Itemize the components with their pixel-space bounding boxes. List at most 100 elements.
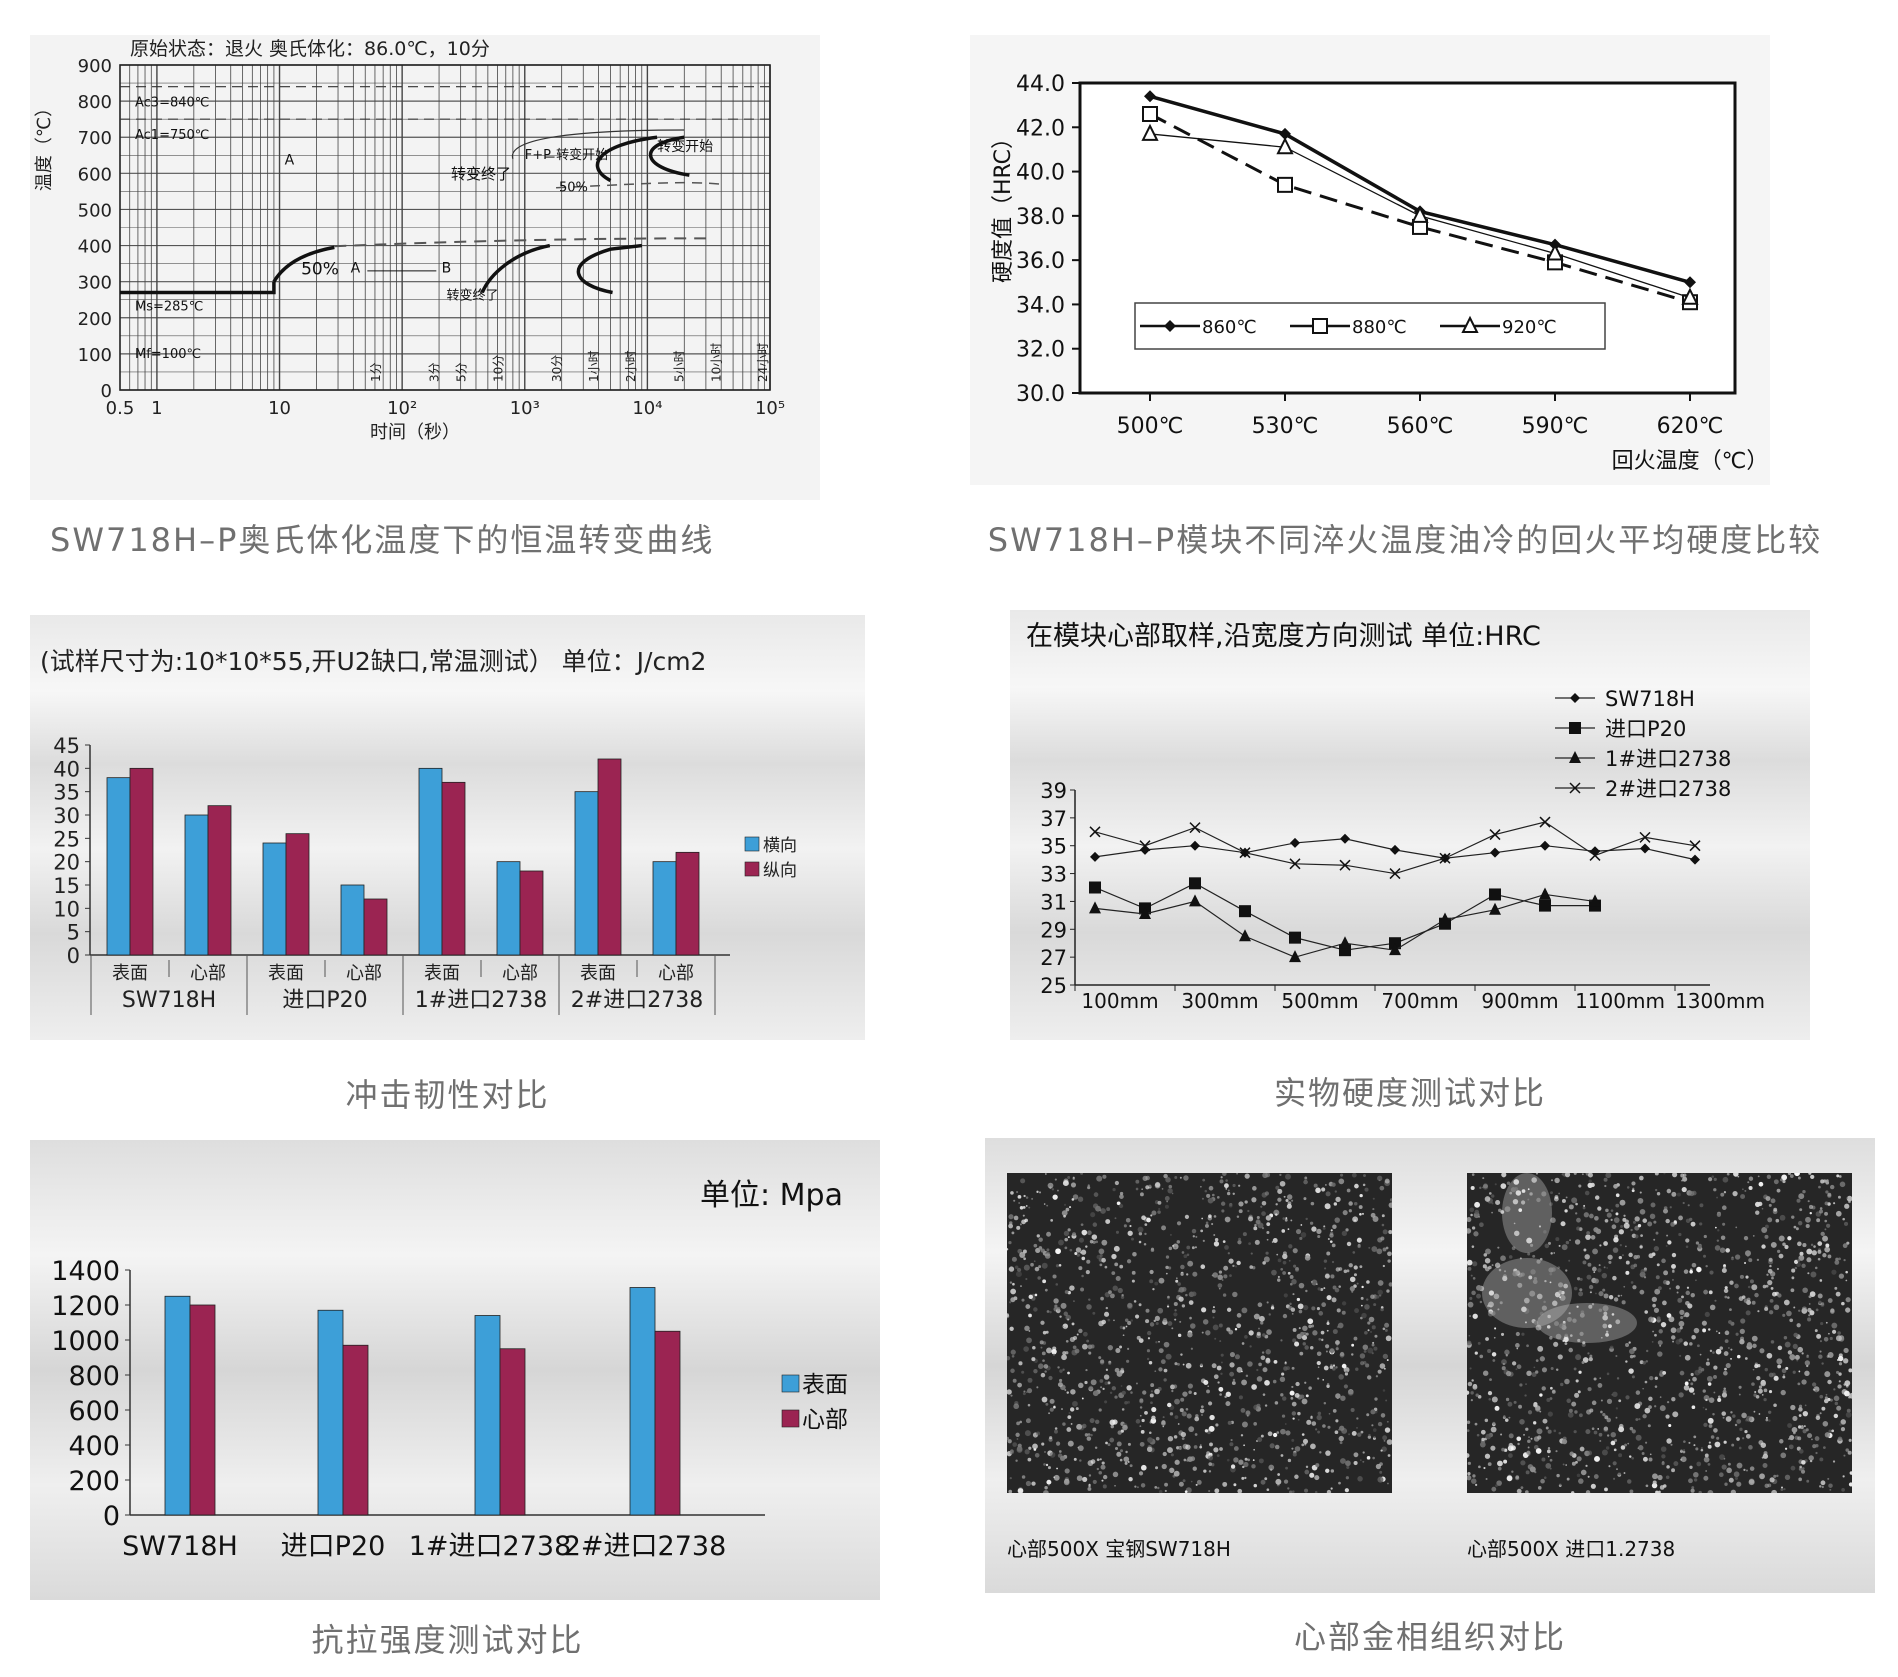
micro-grain — [1104, 1381, 1109, 1386]
micro-grain — [1292, 1338, 1297, 1343]
hardness-marker-triangle — [1389, 943, 1401, 956]
micro-grain — [1478, 1465, 1481, 1469]
micro-grain — [1784, 1244, 1789, 1250]
micro-grain — [1478, 1215, 1481, 1218]
micro-grain — [1041, 1442, 1045, 1446]
micro-grain — [1221, 1361, 1223, 1364]
micro-grain — [1147, 1337, 1151, 1340]
micro-grain — [1751, 1335, 1758, 1342]
micro-grain — [1714, 1245, 1721, 1251]
micro-grain — [1022, 1205, 1026, 1209]
micro-grain — [1809, 1291, 1816, 1298]
micro-grain — [1136, 1486, 1139, 1489]
micro-grain — [1076, 1423, 1083, 1430]
micro-grain — [1533, 1402, 1538, 1408]
hardness-chart: 在模块心部取样,沿宽度方向测试 单位:HRC252729313335373910… — [1026, 621, 1765, 1013]
micro-grain — [1251, 1464, 1256, 1469]
micro-grain — [1049, 1310, 1052, 1314]
micro-grain — [1209, 1442, 1213, 1447]
micro-grain — [1087, 1186, 1091, 1190]
hardness-x-tick: 100mm — [1081, 989, 1158, 1013]
micro-grain — [1603, 1293, 1609, 1299]
micro-grain — [1102, 1484, 1107, 1489]
micro-grain — [1039, 1191, 1042, 1194]
micro-grain — [1759, 1348, 1765, 1354]
micro-grain — [1471, 1379, 1474, 1382]
micro-grain — [1025, 1418, 1031, 1424]
micro-grain — [1571, 1461, 1576, 1466]
micro-grain — [1555, 1237, 1560, 1242]
micro-grain — [1362, 1212, 1364, 1215]
micro-grain — [1377, 1369, 1382, 1374]
micro-grain — [1065, 1314, 1071, 1321]
micro-grain — [1387, 1482, 1389, 1485]
micro-grain — [1301, 1398, 1308, 1405]
micro-grain — [1727, 1296, 1730, 1299]
micro-grain — [1837, 1436, 1843, 1442]
micro-grain — [1690, 1488, 1695, 1493]
impact-bar-transverse — [262, 842, 287, 956]
micro-grain — [1382, 1353, 1388, 1359]
micro-grain — [1672, 1411, 1679, 1418]
micro-grain — [1588, 1357, 1593, 1362]
micro-grain — [1820, 1321, 1824, 1326]
micro-grain — [1375, 1463, 1382, 1470]
micro-grain — [1666, 1188, 1672, 1194]
micro-grain — [1302, 1438, 1309, 1444]
micro-grain — [1189, 1316, 1192, 1320]
micro-grain — [1090, 1379, 1097, 1386]
micro-grain — [1281, 1414, 1286, 1418]
micro-grain — [1545, 1426, 1549, 1430]
micro-grain — [1716, 1196, 1718, 1199]
micro-grain — [1207, 1385, 1210, 1388]
micro-grain — [1161, 1188, 1164, 1190]
micro-grain — [1380, 1236, 1385, 1241]
micro-grain — [1508, 1453, 1513, 1458]
micro-grain — [1683, 1173, 1687, 1177]
temper-x-tick: 620℃ — [1657, 414, 1724, 439]
hardness-marker-square — [1539, 899, 1551, 912]
micro-grain — [1647, 1424, 1651, 1428]
micro-grain — [1289, 1390, 1295, 1396]
micro-grain — [1180, 1431, 1187, 1438]
micro-grain — [1062, 1368, 1065, 1371]
micro-grain — [1708, 1177, 1713, 1182]
micro-grain — [1214, 1238, 1219, 1242]
micro-grain — [1753, 1393, 1757, 1397]
micro-grain — [1610, 1431, 1616, 1438]
micro-grain — [1537, 1486, 1542, 1490]
micro-grain — [1703, 1289, 1709, 1295]
micro-grain — [1017, 1488, 1024, 1494]
micro-grain — [1601, 1272, 1608, 1279]
micro-grain — [1544, 1279, 1547, 1283]
micro-grain — [1817, 1257, 1821, 1261]
micro-grain — [1016, 1421, 1020, 1426]
micro-grain — [1330, 1487, 1333, 1490]
micro-grain — [1802, 1410, 1809, 1417]
micro-grain — [1382, 1435, 1388, 1441]
micro-grain — [1797, 1346, 1804, 1353]
micro-grain — [1541, 1367, 1548, 1373]
micro-grain — [1384, 1178, 1390, 1184]
micro-grain — [1828, 1483, 1833, 1488]
micro-grain — [1099, 1379, 1104, 1383]
micro-grain — [1066, 1427, 1072, 1432]
micro-grain — [1829, 1184, 1835, 1190]
micro-grain — [1264, 1477, 1268, 1481]
micro-grain — [1334, 1430, 1339, 1435]
micro-grain — [1638, 1445, 1644, 1451]
micro-grain — [1154, 1370, 1157, 1373]
micro-grain — [1693, 1327, 1700, 1334]
hardness-marker-x — [1389, 868, 1401, 880]
micro-grain — [1723, 1440, 1727, 1444]
micro-grain — [1098, 1408, 1102, 1412]
micro-grain — [1179, 1408, 1184, 1413]
micro-grain — [1690, 1221, 1696, 1227]
micro-grain — [1566, 1477, 1570, 1481]
micro-grain — [1244, 1200, 1248, 1204]
micro-grain — [1504, 1418, 1509, 1422]
impact-y-tick: 10 — [53, 897, 80, 921]
micro-grain — [1611, 1224, 1617, 1230]
micro-grain — [1201, 1331, 1204, 1334]
micro-grain — [1088, 1484, 1091, 1488]
